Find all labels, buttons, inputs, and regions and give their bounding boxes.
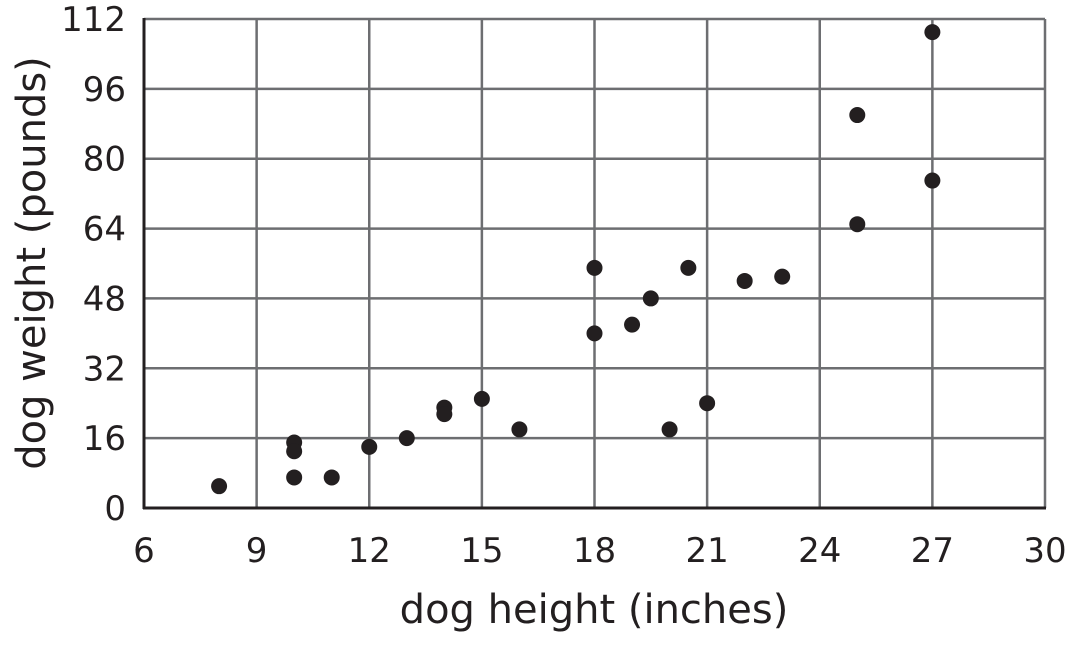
- data-point: [361, 438, 378, 455]
- data-point: [924, 172, 941, 189]
- data-point: [286, 469, 303, 486]
- x-tick-label: 9: [246, 531, 268, 571]
- x-tick-label: 30: [1023, 531, 1066, 571]
- data-point: [398, 430, 415, 447]
- y-tick-label: 112: [61, 0, 126, 40]
- data-point: [436, 406, 453, 423]
- x-tick-label: 15: [460, 531, 503, 571]
- data-point: [736, 272, 753, 289]
- data-point: [774, 268, 791, 285]
- y-tick-label: 0: [104, 489, 126, 529]
- x-tick-label: 24: [798, 531, 841, 571]
- x-tick-label: 12: [348, 531, 391, 571]
- data-point: [699, 395, 716, 412]
- tick-labels: 6 9 12 15 18 21 24 27 30 0 16 32 48 64 80 96 112: [61, 0, 1067, 571]
- data-point: [286, 443, 303, 460]
- y-tick-label: 32: [83, 349, 126, 389]
- y-tick-label: 80: [83, 140, 126, 180]
- data-point: [586, 259, 603, 276]
- y-tick-label: 64: [83, 210, 126, 250]
- data-point: [642, 290, 659, 307]
- x-tick-label: 27: [911, 531, 954, 571]
- x-tick-label: 6: [133, 531, 155, 571]
- x-tick-label: 18: [573, 531, 616, 571]
- data-point: [849, 107, 866, 124]
- data-point: [211, 478, 228, 495]
- data-point: [323, 469, 340, 486]
- x-tick-label: 21: [685, 531, 728, 571]
- data-point: [586, 325, 603, 342]
- data-point: [624, 316, 641, 333]
- y-axis-label: dog weight (pounds): [9, 56, 55, 470]
- data-point: [849, 216, 866, 233]
- y-tick-label: 16: [83, 419, 126, 459]
- y-tick-label: 96: [83, 70, 126, 110]
- data-point: [473, 390, 490, 407]
- data-point: [924, 24, 941, 41]
- y-tick-label: 48: [83, 279, 126, 319]
- data-point: [680, 259, 697, 276]
- data-point: [511, 421, 528, 438]
- data-point: [661, 421, 678, 438]
- data-points: [211, 24, 941, 495]
- x-axis-label: dog height (inches): [400, 587, 789, 633]
